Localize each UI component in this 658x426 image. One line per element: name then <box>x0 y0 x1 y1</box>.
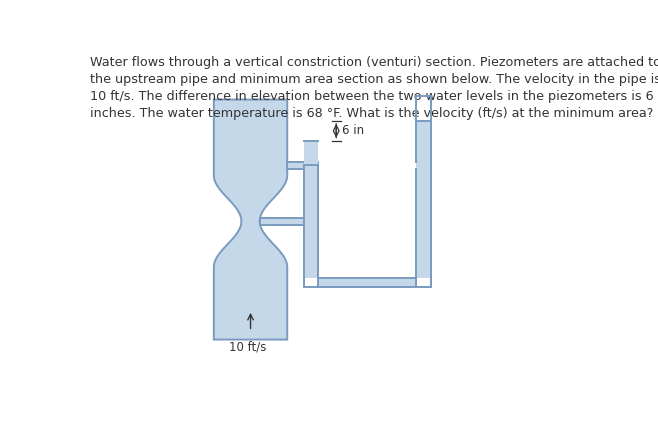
Bar <box>318 278 417 287</box>
Polygon shape <box>214 100 288 340</box>
Text: 10 ft/s: 10 ft/s <box>229 340 266 353</box>
Text: Water flows through a vertical constriction (venturi) section. Piezometers are a: Water flows through a vertical constrict… <box>90 56 658 120</box>
Bar <box>304 141 318 278</box>
Text: 6 in: 6 in <box>342 124 365 136</box>
Bar <box>260 218 318 225</box>
Bar <box>288 162 318 170</box>
Bar <box>417 122 430 278</box>
